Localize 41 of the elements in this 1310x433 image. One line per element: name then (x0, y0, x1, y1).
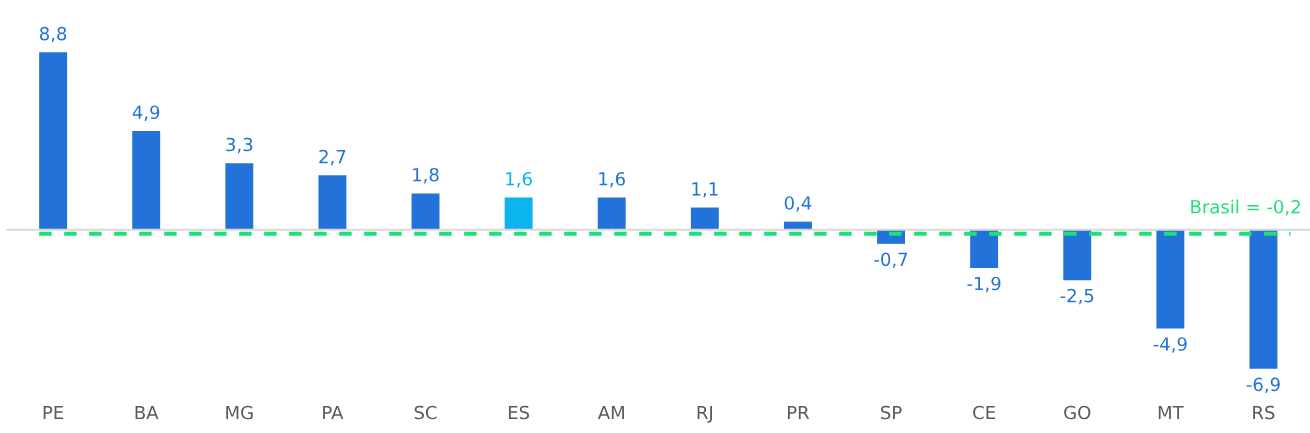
bar (504, 197, 533, 230)
x-tick-label: RS (1253, 405, 1275, 420)
bar (970, 229, 999, 269)
ref-line-label: Brasil = -0,2 (1191, 199, 1300, 216)
x-tick-label: AM (597, 405, 624, 420)
x-tick-label: PR (787, 405, 810, 420)
bar (318, 175, 347, 230)
data-label: -0,7 (874, 252, 908, 268)
bar (132, 130, 161, 230)
data-label: 1,1 (692, 182, 718, 198)
bar (690, 207, 719, 230)
data-label: 8,8 (39, 26, 67, 43)
data-label: -2,5 (1060, 288, 1094, 305)
x-tick-label: ES (508, 405, 530, 420)
bar (1063, 229, 1092, 281)
x-tick-label: PE (43, 405, 64, 420)
bar (411, 193, 440, 230)
data-label: 3,3 (226, 137, 253, 154)
bar (39, 52, 68, 230)
x-tick-label: CE (973, 405, 995, 420)
data-label: 1,6 (506, 171, 532, 188)
bar (1156, 229, 1185, 329)
x-tick-label: GO (1064, 405, 1091, 420)
data-label: 1,8 (413, 167, 439, 184)
bar (1249, 229, 1278, 369)
bar (597, 197, 626, 230)
x-tick-label: SC (414, 405, 437, 420)
x-tick-label: MG (226, 405, 253, 420)
data-label: -6,9 (1246, 377, 1280, 394)
data-label: 0,4 (784, 196, 812, 212)
data-label: 1,6 (599, 171, 625, 188)
data-label: 2,7 (319, 149, 346, 166)
x-tick-label: RJ (697, 405, 712, 423)
x-tick-label: PA (323, 405, 344, 420)
data-label: -1,9 (967, 276, 1001, 293)
x-tick-label: MT (1158, 405, 1184, 420)
data-label: 4,9 (132, 105, 160, 121)
x-tick-label: SP (881, 405, 902, 420)
data-label: -4,9 (1153, 337, 1187, 353)
x-tick-label: BA (135, 405, 159, 420)
bar (225, 163, 254, 230)
